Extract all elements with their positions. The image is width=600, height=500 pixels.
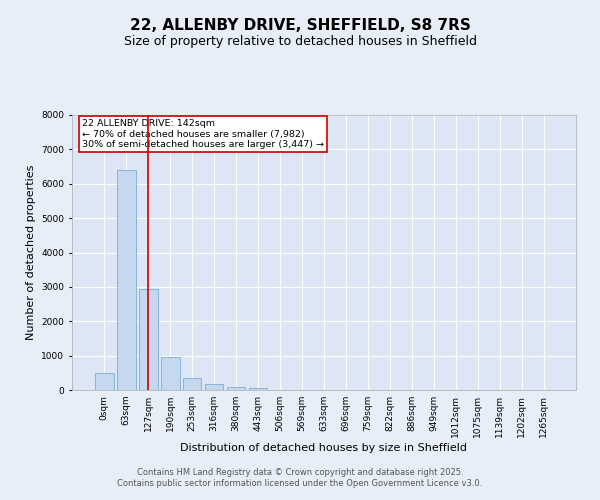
X-axis label: Distribution of detached houses by size in Sheffield: Distribution of detached houses by size … (181, 442, 467, 452)
Bar (227, 386, 245, 390)
Text: 22, ALLENBY DRIVE, SHEFFIELD, S8 7RS: 22, ALLENBY DRIVE, SHEFFIELD, S8 7RS (130, 18, 470, 32)
Bar (249, 388, 268, 390)
Bar (183, 378, 202, 390)
Text: Contains HM Land Registry data © Crown copyright and database right 2025.
Contai: Contains HM Land Registry data © Crown c… (118, 468, 482, 487)
Y-axis label: Number of detached properties: Number of detached properties (26, 165, 36, 340)
Bar (139, 288, 158, 390)
Text: 22 ALLENBY DRIVE: 142sqm
← 70% of detached houses are smaller (7,982)
30% of sem: 22 ALLENBY DRIVE: 142sqm ← 70% of detach… (82, 119, 324, 149)
Bar (205, 384, 223, 390)
Bar (95, 373, 113, 390)
Bar (161, 358, 179, 390)
Text: Size of property relative to detached houses in Sheffield: Size of property relative to detached ho… (124, 35, 476, 48)
Bar (117, 170, 136, 390)
